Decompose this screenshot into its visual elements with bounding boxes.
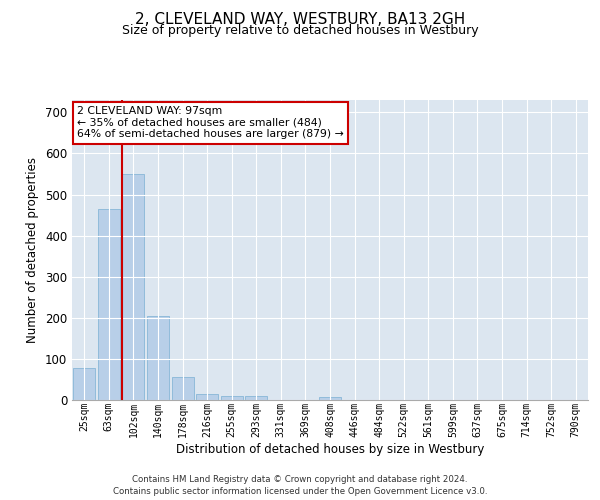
Bar xyxy=(221,396,243,400)
Y-axis label: Number of detached properties: Number of detached properties xyxy=(26,157,40,343)
Text: 2 CLEVELAND WAY: 97sqm
← 35% of detached houses are smaller (484)
64% of semi-de: 2 CLEVELAND WAY: 97sqm ← 35% of detached… xyxy=(77,106,344,139)
Bar xyxy=(172,376,194,400)
Bar xyxy=(319,396,341,400)
Text: Distribution of detached houses by size in Westbury: Distribution of detached houses by size … xyxy=(176,442,484,456)
Bar xyxy=(73,368,95,400)
Text: Contains HM Land Registry data © Crown copyright and database right 2024.
Contai: Contains HM Land Registry data © Crown c… xyxy=(113,474,487,496)
Bar xyxy=(98,209,120,400)
Text: Size of property relative to detached houses in Westbury: Size of property relative to detached ho… xyxy=(122,24,478,37)
Bar xyxy=(196,394,218,400)
Bar xyxy=(147,316,169,400)
Text: 2, CLEVELAND WAY, WESTBURY, BA13 2GH: 2, CLEVELAND WAY, WESTBURY, BA13 2GH xyxy=(135,12,465,28)
Bar xyxy=(122,174,145,400)
Bar xyxy=(245,396,268,400)
